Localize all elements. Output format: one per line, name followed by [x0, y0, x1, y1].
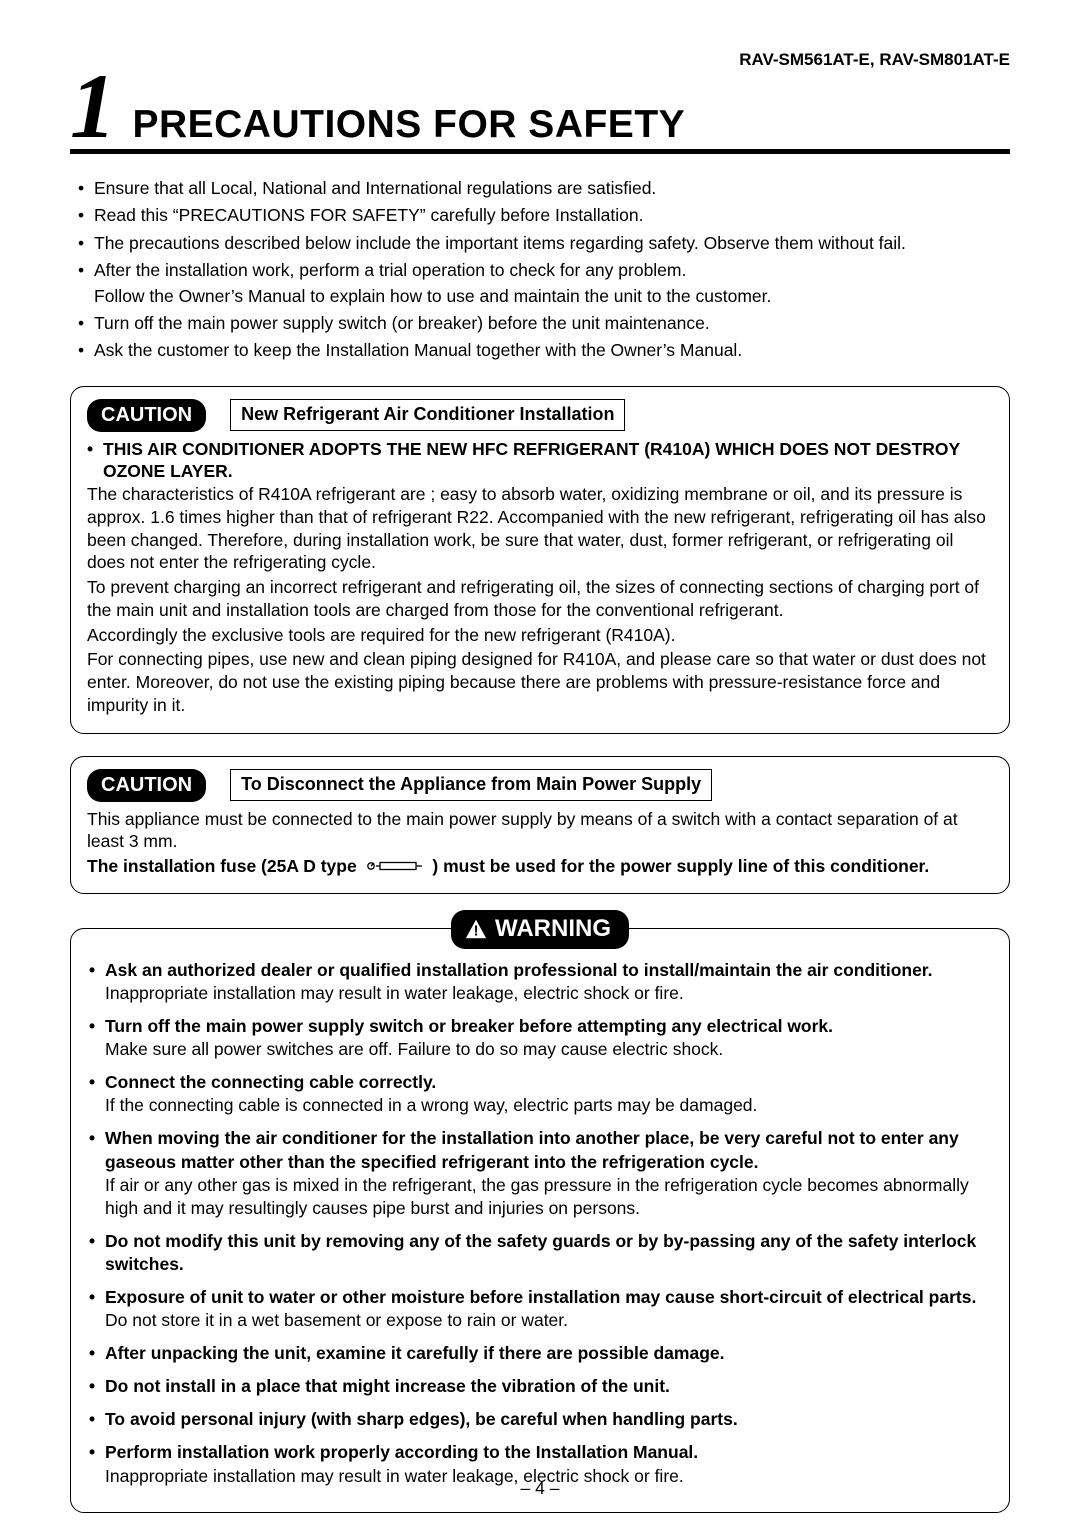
- caution-label: CAUTION: [87, 399, 206, 432]
- fuse-icon: [366, 856, 424, 879]
- warning-label-text: WARNING: [495, 913, 611, 945]
- svg-text:!: !: [474, 923, 479, 939]
- chapter-number: 1: [70, 55, 116, 157]
- intro-item: Turn off the main power supply switch (o…: [78, 311, 1010, 336]
- caution-paragraph: For connecting pipes, use new and clean …: [87, 648, 993, 716]
- caution-paragraph: To prevent charging an incorrect refrige…: [87, 576, 993, 622]
- chapter-title-text: PRECAUTIONS FOR SAFETY: [132, 103, 685, 146]
- warning-item: Do not install in a place that might inc…: [87, 1375, 993, 1398]
- caution-paragraph: Accordingly the exclusive tools are requ…: [87, 624, 993, 647]
- intro-list: Ensure that all Local, National and Inte…: [70, 176, 1010, 364]
- document-page: RAV-SM561AT-E, RAV-SM801AT-E 1 PRECAUTIO…: [0, 0, 1080, 1525]
- warning-item: When moving the air conditioner for the …: [87, 1127, 993, 1219]
- caution-paragraph: The characteristics of R410A refrigerant…: [87, 483, 993, 574]
- caution-paragraph: This appliance must be connected to the …: [87, 808, 993, 854]
- caution-label: CAUTION: [87, 769, 206, 802]
- caution-header-row: CAUTION New Refrigerant Air Conditioner …: [87, 399, 993, 432]
- warning-item: After unpacking the unit, examine it car…: [87, 1342, 993, 1365]
- page-number: – 4 –: [0, 1478, 1080, 1499]
- warning-item: Do not modify this unit by removing any …: [87, 1230, 993, 1276]
- warning-item: Connect the connecting cable correctly.I…: [87, 1071, 993, 1117]
- warning-item: To avoid personal injury (with sharp edg…: [87, 1408, 993, 1431]
- warning-icon: !: [465, 919, 487, 939]
- warning-item: Exposure of unit to water or other moist…: [87, 1286, 993, 1332]
- intro-item: Read this “PRECAUTIONS FOR SAFETY” caref…: [78, 203, 1010, 228]
- caution-box-disconnect: CAUTION To Disconnect the Appliance from…: [70, 756, 1010, 894]
- caution-fuse-line: The installation fuse (25A D type ) must…: [87, 855, 993, 879]
- caution-header-row: CAUTION To Disconnect the Appliance from…: [87, 769, 993, 802]
- intro-item: The precautions described below include …: [78, 231, 1010, 256]
- caution-box-refrigerant: CAUTION New Refrigerant Air Conditioner …: [70, 386, 1010, 734]
- caution-subtitle-box: To Disconnect the Appliance from Main Po…: [230, 769, 712, 800]
- chapter-heading: 1 PRECAUTIONS FOR SAFETY: [70, 74, 1010, 154]
- model-numbers: RAV-SM561AT-E, RAV-SM801AT-E: [70, 50, 1010, 70]
- caution-body: The characteristics of R410A refrigerant…: [87, 483, 993, 717]
- intro-item: After the installation work, perform a t…: [78, 258, 1010, 309]
- intro-item: Ask the customer to keep the Installatio…: [78, 338, 1010, 363]
- caution-subtitle-box: New Refrigerant Air Conditioner Installa…: [230, 399, 625, 430]
- caution-lead: • THIS AIR CONDITIONER ADOPTS THE NEW HF…: [87, 438, 993, 484]
- warning-list: Ask an authorized dealer or qualified in…: [87, 959, 993, 1488]
- warning-item: Turn off the main power supply switch or…: [87, 1015, 993, 1061]
- warning-box: ! WARNING Ask an authorized dealer or qu…: [70, 928, 1010, 1513]
- warning-label: ! WARNING: [451, 910, 629, 949]
- caution-lead-text: THIS AIR CONDITIONER ADOPTS THE NEW HFC …: [103, 438, 993, 484]
- intro-item: Ensure that all Local, National and Inte…: [78, 176, 1010, 201]
- warning-item: Ask an authorized dealer or qualified in…: [87, 959, 993, 1005]
